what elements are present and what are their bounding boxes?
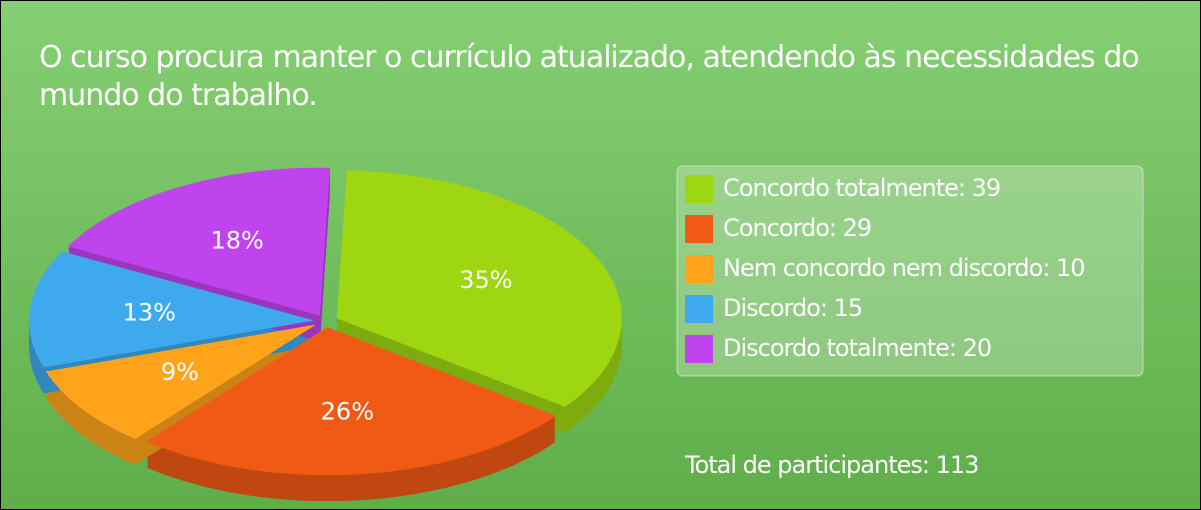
legend-swatch (685, 335, 713, 363)
data-label: 13% (123, 298, 176, 326)
slice (146, 327, 556, 476)
slice (67, 167, 330, 316)
legend-swatch (685, 175, 713, 203)
slice (29, 251, 315, 368)
data-label: 9% (161, 358, 199, 386)
data-label: 35% (459, 266, 512, 294)
legend-label: Nem concordo nem discordo: 10 (723, 254, 1085, 282)
legend-label: Discordo: 15 (723, 294, 862, 322)
legend-label: Discordo totalmente: 20 (723, 334, 991, 362)
legend-swatch (685, 295, 713, 323)
legend-box (676, 165, 1144, 377)
legend-swatch (685, 215, 713, 243)
slice (336, 170, 622, 407)
legend-swatch (685, 255, 713, 283)
data-label: 18% (210, 226, 263, 254)
legend-label: Concordo: 29 (723, 214, 871, 242)
legend-label: Concordo totalmente: 39 (723, 174, 1000, 202)
total-note: Total de participantes: 113 (684, 451, 978, 479)
chart-title: O curso procura manter o currículo atual… (39, 40, 1140, 113)
data-label: 26% (321, 397, 374, 425)
slice (45, 324, 317, 439)
